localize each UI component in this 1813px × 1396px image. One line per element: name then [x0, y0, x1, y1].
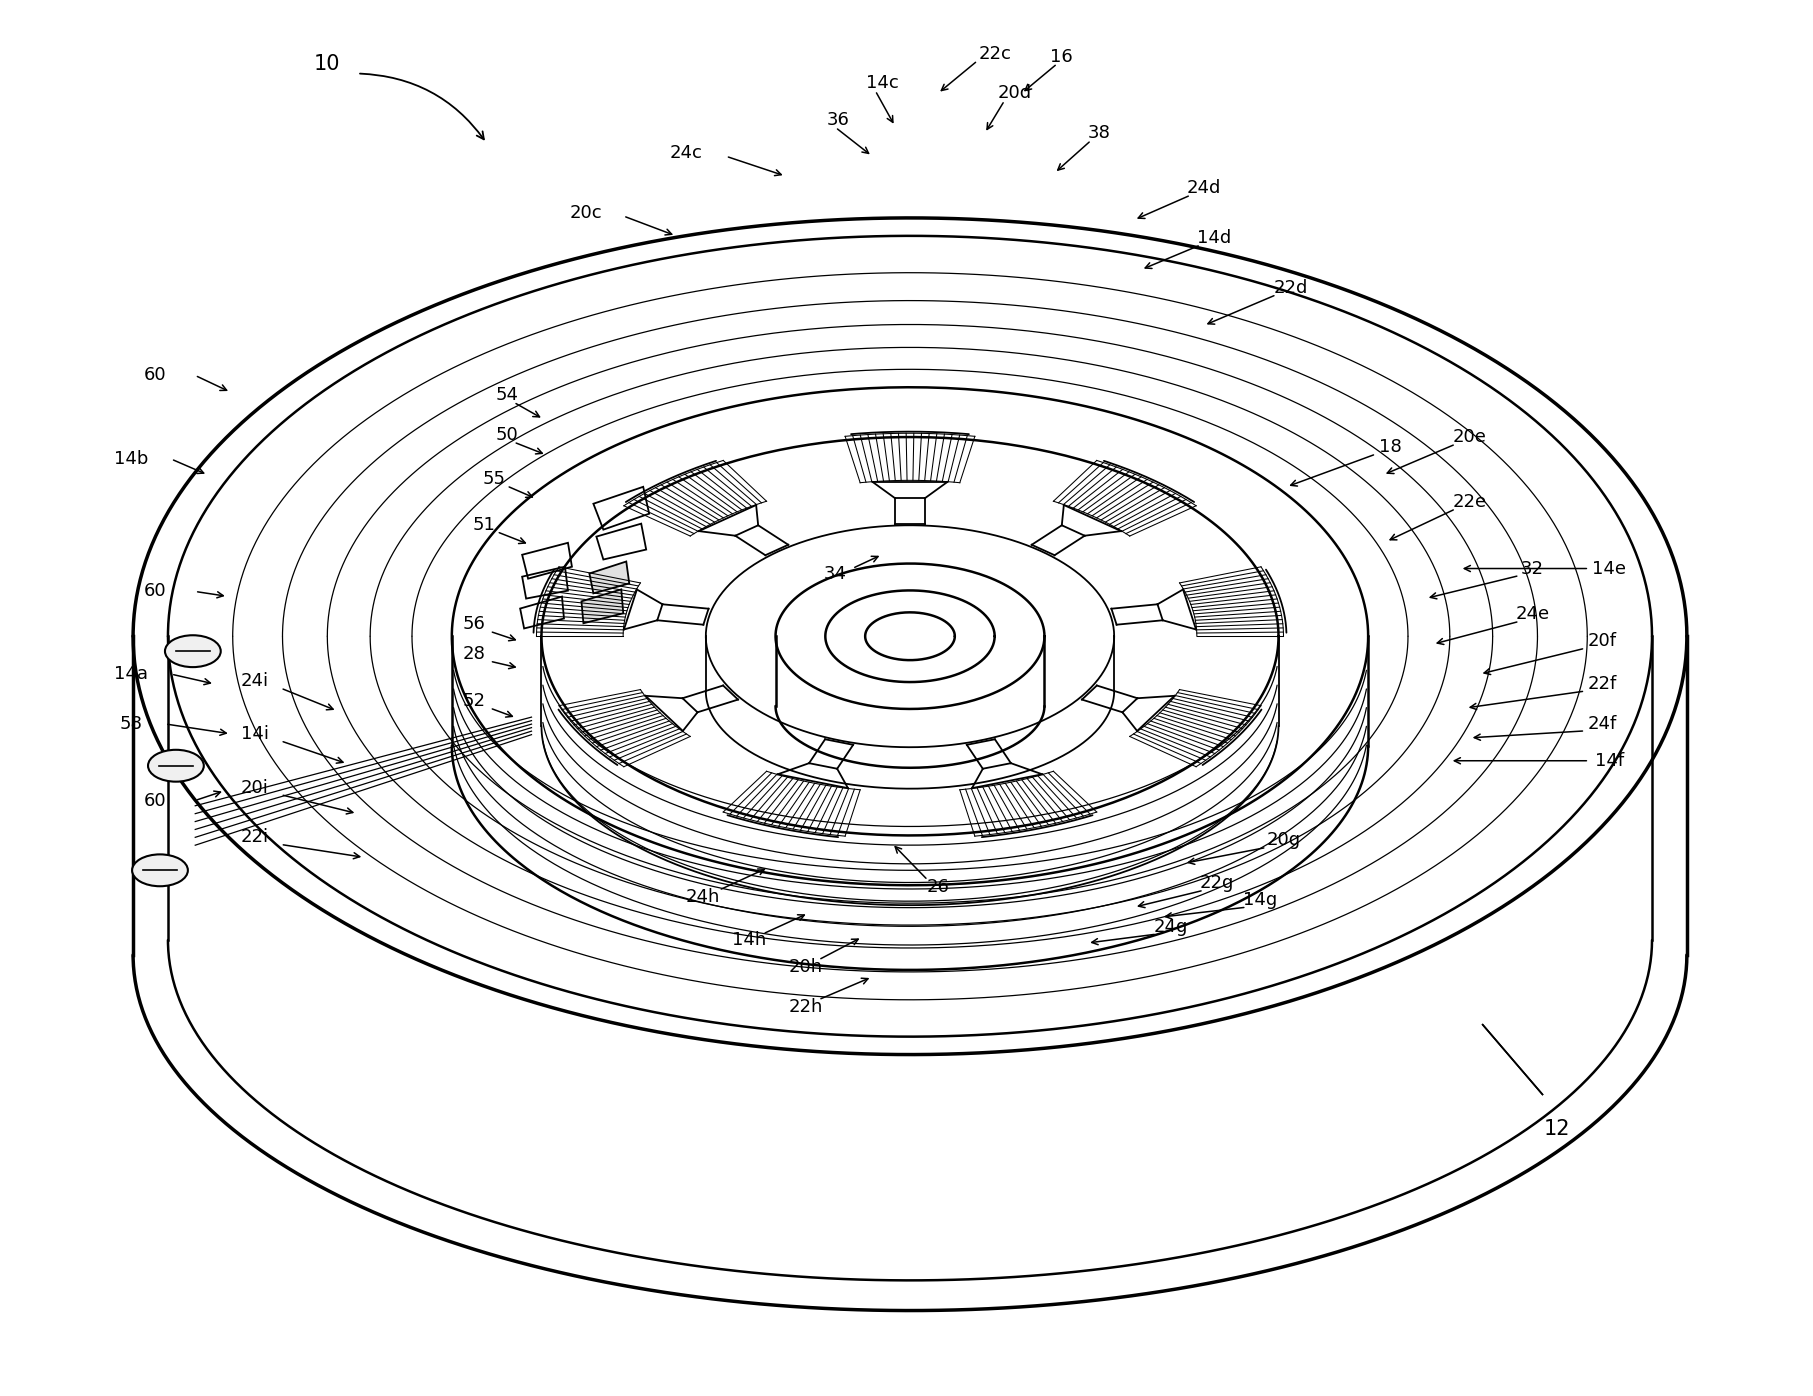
Text: 60: 60 — [143, 792, 167, 810]
Text: 54: 54 — [495, 387, 519, 405]
Text: 24e: 24e — [1516, 606, 1550, 624]
Text: 24h: 24h — [685, 888, 720, 906]
Text: 26: 26 — [926, 878, 950, 896]
Text: 22e: 22e — [1452, 493, 1487, 511]
Text: 22h: 22h — [789, 998, 823, 1016]
Text: 24i: 24i — [241, 671, 268, 690]
Text: 55: 55 — [482, 470, 506, 487]
Text: 20d: 20d — [997, 84, 1032, 102]
Text: 18: 18 — [1378, 438, 1401, 456]
Polygon shape — [582, 589, 624, 623]
Ellipse shape — [149, 750, 203, 782]
Text: 14h: 14h — [731, 931, 765, 949]
Text: 14a: 14a — [114, 664, 149, 683]
Text: 14e: 14e — [1592, 560, 1626, 578]
Text: 14g: 14g — [1244, 891, 1278, 909]
Text: 20g: 20g — [1267, 832, 1300, 849]
Text: 38: 38 — [1088, 124, 1111, 142]
Text: 20c: 20c — [569, 204, 602, 222]
Text: 22d: 22d — [1273, 279, 1307, 296]
Text: 56: 56 — [462, 616, 486, 634]
Text: 52: 52 — [462, 692, 486, 711]
Text: 60: 60 — [143, 366, 167, 384]
Text: 22c: 22c — [979, 45, 1012, 63]
Ellipse shape — [132, 854, 189, 886]
Text: 50: 50 — [495, 426, 519, 444]
Text: 22i: 22i — [241, 828, 268, 846]
Text: 10: 10 — [314, 53, 341, 74]
Text: 20i: 20i — [241, 779, 268, 797]
Text: 32: 32 — [1521, 560, 1545, 578]
Text: 12: 12 — [1545, 1120, 1570, 1139]
Text: 36: 36 — [827, 112, 850, 130]
Text: 20f: 20f — [1588, 632, 1617, 651]
Text: 28: 28 — [462, 645, 486, 663]
Text: 14i: 14i — [241, 725, 268, 743]
Text: 20e: 20e — [1452, 429, 1487, 447]
Text: 14c: 14c — [867, 74, 899, 92]
Text: 14f: 14f — [1595, 752, 1624, 769]
Text: 22f: 22f — [1588, 676, 1617, 692]
Text: 24d: 24d — [1188, 179, 1220, 197]
Text: 16: 16 — [1050, 47, 1073, 66]
Text: 24c: 24c — [669, 144, 702, 162]
Text: 20h: 20h — [789, 958, 823, 976]
Text: 22g: 22g — [1200, 874, 1235, 892]
Text: 14b: 14b — [114, 450, 149, 468]
Text: 14d: 14d — [1197, 229, 1231, 247]
Text: 24g: 24g — [1153, 919, 1188, 937]
Polygon shape — [589, 561, 629, 593]
Text: 34: 34 — [823, 565, 847, 584]
Text: 51: 51 — [471, 515, 495, 533]
Text: 60: 60 — [143, 582, 167, 600]
Ellipse shape — [165, 635, 221, 667]
Text: 24f: 24f — [1588, 715, 1617, 733]
Text: 58: 58 — [120, 715, 143, 733]
